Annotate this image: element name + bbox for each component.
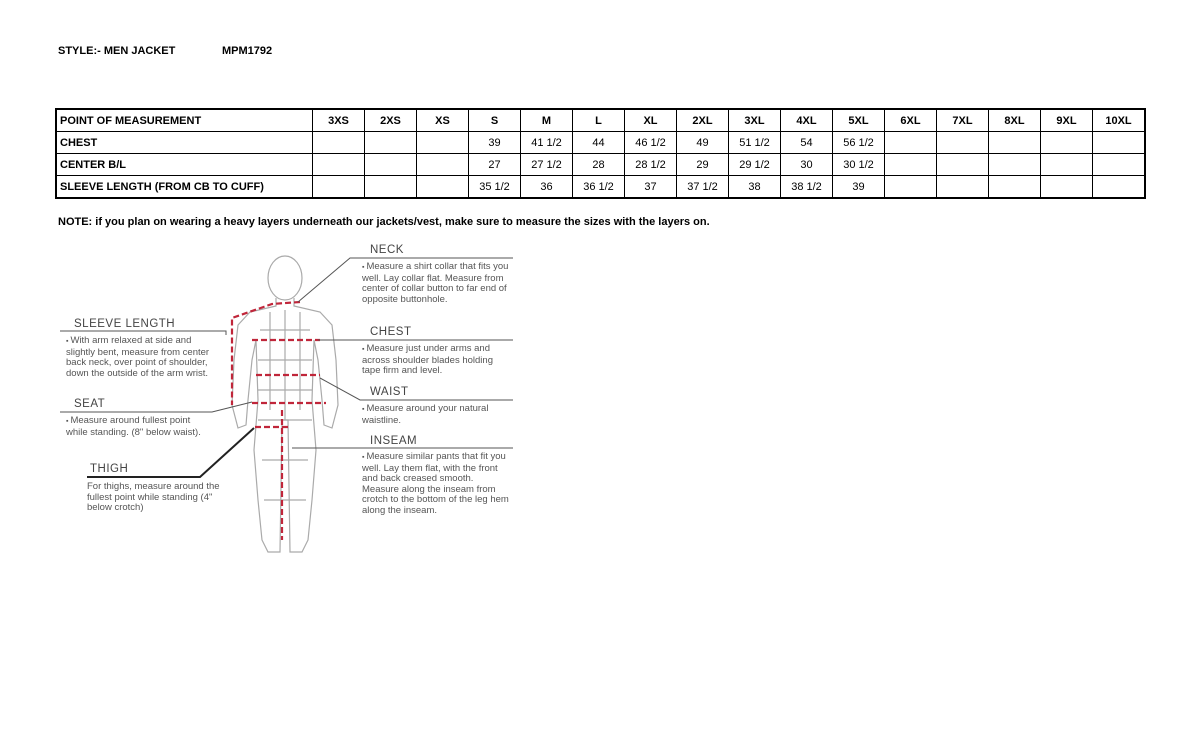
table-cell: 37 1/2 bbox=[676, 175, 729, 199]
row-label: CENTER B/L bbox=[55, 153, 313, 176]
table-cell: 38 bbox=[728, 175, 781, 199]
table-cell: 51 1/2 bbox=[728, 131, 781, 154]
column-header: 10XL bbox=[1092, 108, 1146, 132]
chest-text: Measure just under arms and across shoul… bbox=[362, 343, 512, 377]
row-label: SLEEVE LENGTH (FROM CB TO CUFF) bbox=[55, 175, 313, 199]
table-cell: 44 bbox=[572, 131, 625, 154]
waist-text: Measure around your natural waistline. bbox=[362, 403, 492, 426]
callout-lines bbox=[60, 257, 513, 478]
sleeve-text: With arm relaxed at side and slightly be… bbox=[66, 335, 216, 379]
column-header: XL bbox=[624, 108, 677, 132]
sleeve-title: SLEEVE LENGTH bbox=[74, 318, 176, 330]
seat-title: SEAT bbox=[74, 398, 106, 410]
table-cell: 30 bbox=[780, 153, 833, 176]
size-chart-table: POINT OF MEASUREMENT 3XS 2XS XS S M L XL 2XL 3XL 4… bbox=[55, 108, 1146, 199]
measurement-lines bbox=[230, 300, 326, 540]
waist-title: WAIST bbox=[370, 386, 409, 398]
table-cell: 36 1/2 bbox=[572, 175, 625, 199]
table-cell bbox=[1040, 175, 1093, 199]
table-cell bbox=[1092, 175, 1146, 199]
table-cell: 39 bbox=[832, 175, 885, 199]
column-header: 6XL bbox=[884, 108, 937, 132]
layering-note: NOTE: if you plan on wearing a heavy lay… bbox=[58, 216, 710, 228]
table-cell: 36 bbox=[520, 175, 573, 199]
inseam-title: INSEAM bbox=[370, 435, 418, 447]
seat-text: Measure around fullest point while stand… bbox=[66, 415, 201, 438]
column-header: 7XL bbox=[936, 108, 989, 132]
column-header: 5XL bbox=[832, 108, 885, 132]
body-figure bbox=[231, 255, 339, 553]
table-cell: 28 bbox=[572, 153, 625, 176]
table-cell bbox=[1040, 153, 1093, 176]
table-cell: 37 bbox=[624, 175, 677, 199]
thigh-title: THIGH bbox=[90, 463, 129, 475]
inseam-text: Measure similar pants that fit you well.… bbox=[362, 451, 512, 516]
style-code: MPM1792 bbox=[222, 45, 273, 57]
table-cell: 30 1/2 bbox=[832, 153, 885, 176]
chest-title: CHEST bbox=[370, 326, 412, 338]
table-cell: 38 1/2 bbox=[780, 175, 833, 199]
table-cell: 29 1/2 bbox=[728, 153, 781, 176]
style-label: STYLE:- MEN JACKET bbox=[58, 45, 176, 57]
neck-text: Measure a shirt collar that fits you wel… bbox=[362, 261, 512, 305]
table-row: SLEEVE LENGTH (FROM CB TO CUFF) 35 1/2 36 3… bbox=[55, 175, 1146, 199]
thigh-text: For thighs, measure around the fullest p… bbox=[87, 481, 220, 513]
neck-title: NECK bbox=[370, 244, 404, 256]
table-cell: 27 1/2 bbox=[520, 153, 573, 176]
table-cell: 29 bbox=[676, 153, 729, 176]
table-cell: 35 1/2 bbox=[468, 175, 521, 199]
table-cell: 27 bbox=[468, 153, 521, 176]
table-cell bbox=[1092, 153, 1146, 176]
table-row: CENTER B/L 27 27 1/2 28 28 1/2 29 29 1/2 30 30 1… bbox=[55, 153, 1146, 176]
column-header: XS bbox=[416, 108, 469, 132]
